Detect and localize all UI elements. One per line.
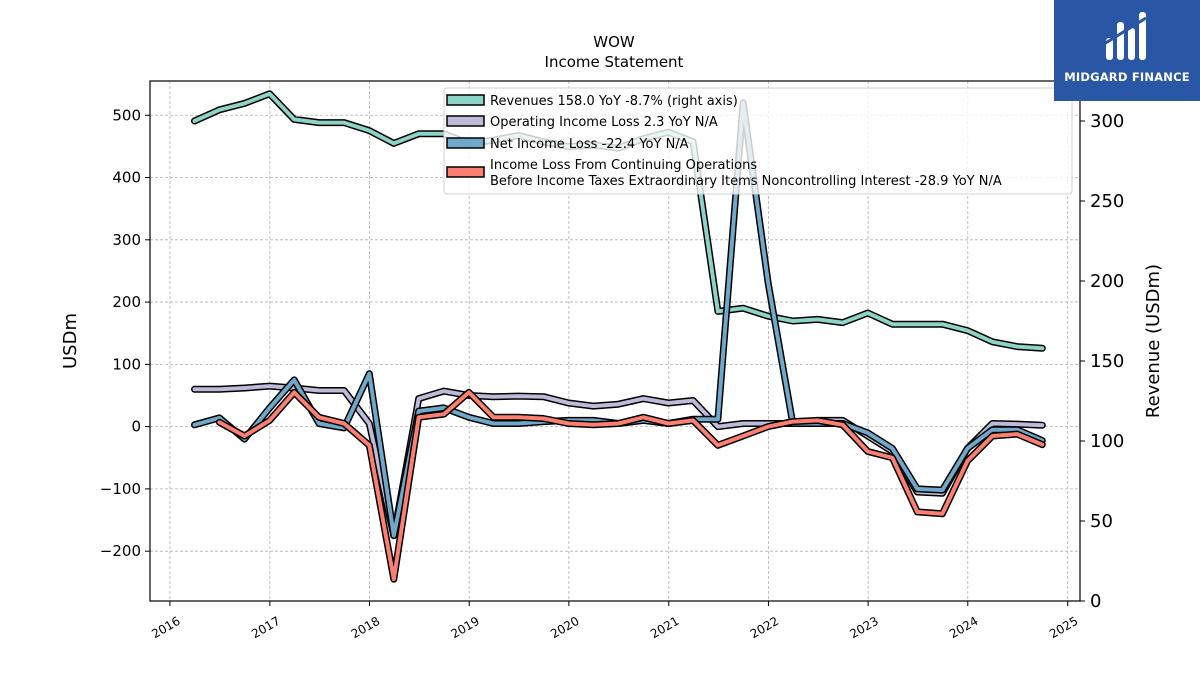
- x-tick-label: 2024: [947, 614, 980, 641]
- y-left-tick-label: 200: [112, 293, 141, 311]
- legend-swatch: [446, 115, 485, 127]
- legend-label: Before Income Taxes Extraordinary Items …: [490, 174, 1002, 189]
- y-right-tick-label: 150: [1090, 351, 1124, 372]
- x-tick-label: 2021: [648, 614, 681, 641]
- midgard-bars-logo-icon: [1103, 12, 1147, 60]
- y-left-tick-label: −100: [100, 480, 141, 498]
- y-right-tick-label: 0: [1090, 591, 1101, 612]
- y-left-tick-label: 0: [131, 418, 141, 436]
- series-line-3: [215, 388, 1046, 583]
- legend-swatch: [446, 94, 485, 106]
- y-axis-label-left: USDm: [60, 313, 81, 369]
- legend-swatch: [446, 166, 485, 178]
- legend-label: Income Loss From Continuing Operations: [490, 158, 757, 173]
- y-right-tick-label: 50: [1090, 511, 1113, 532]
- logo-text: MIDGARD FINANCE: [1064, 70, 1190, 84]
- x-tick-label: 2016: [149, 614, 182, 641]
- x-tick-label: 2023: [847, 614, 880, 641]
- series-path: [217, 390, 1045, 582]
- x-tick-label: 2019: [448, 614, 481, 641]
- x-tick-label: 2017: [249, 614, 282, 641]
- y-left-tick-label: 300: [112, 231, 141, 249]
- y-right-tick-label: 100: [1090, 431, 1124, 452]
- x-tick-label: 2022: [748, 614, 781, 641]
- y-right-tick-label: 200: [1090, 271, 1124, 292]
- y-right-tick-label: 250: [1090, 191, 1124, 212]
- plot-frame: [149, 80, 1081, 602]
- series-lines: [191, 90, 1046, 583]
- legend-box: [443, 87, 1073, 195]
- y-left-tick-label: −200: [100, 542, 141, 560]
- y-left-tick-label: 100: [112, 355, 141, 373]
- x-tick-label: 2020: [548, 614, 581, 641]
- x-tick-label: 2025: [1047, 614, 1080, 641]
- midgard-finance-logo: MIDGARD FINANCE: [1054, 0, 1200, 101]
- legend-label: Net Income Loss -22.4 YoY N/A: [490, 137, 689, 152]
- legend-label: Revenues 158.0 YoY -8.7% (right axis): [490, 94, 738, 109]
- chart-title: WOW: [593, 33, 635, 51]
- y-left-tick-label: 500: [112, 106, 141, 124]
- y-axis-label-right: Revenue (USDm): [1143, 264, 1164, 418]
- y-right-tick-label: 300: [1090, 111, 1124, 132]
- y-left-tick-label: 400: [112, 169, 141, 187]
- legend-label: Operating Income Loss 2.3 YoY N/A: [490, 115, 718, 130]
- chart-subtitle: Income Statement: [544, 53, 684, 71]
- legend: Revenues 158.0 YoY -8.7% (right axis) Ope…: [443, 87, 1073, 195]
- x-tick-label: 2018: [349, 614, 382, 641]
- legend-swatch: [446, 137, 485, 149]
